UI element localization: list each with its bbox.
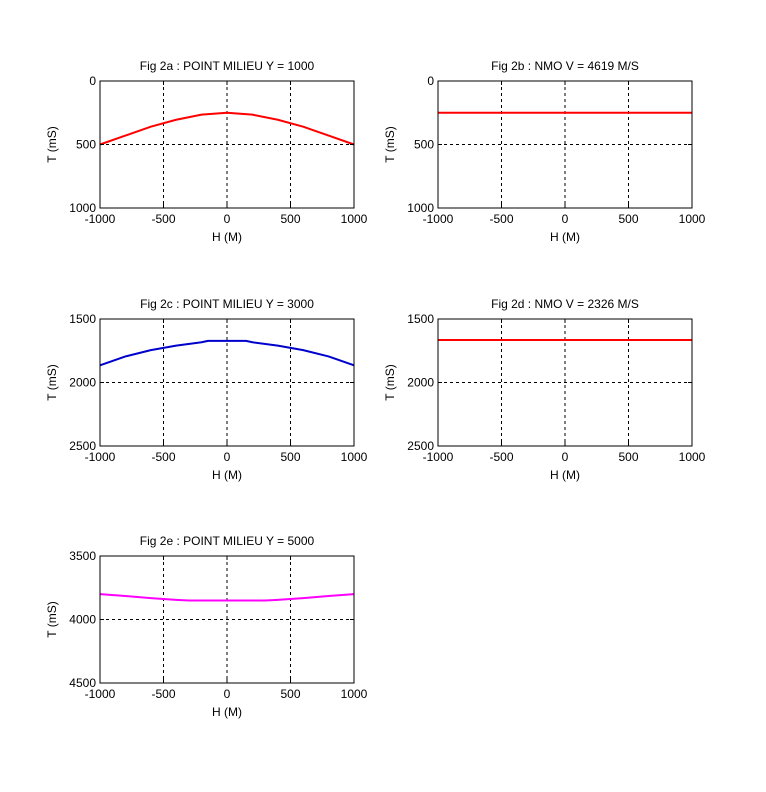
- series-line-0: [99, 111, 355, 146]
- series-line-0: [99, 593, 355, 602]
- chart-panel-1: -1000 -500 0 500 1000 0 500 1000 Fig 2b : NMO V …: [383, 59, 706, 244]
- chart-title: Fig 2b : NMO V = 4619 M/S: [491, 59, 639, 73]
- x-tick-label: -500: [489, 450, 513, 464]
- y-tick-label: 1500: [407, 312, 434, 326]
- x-tick-label: 1000: [341, 450, 368, 464]
- x-tick-label: 0: [562, 450, 569, 464]
- chart-title: Fig 2a : POINT MILIEU Y = 1000: [140, 59, 315, 73]
- y-axis-label: T (mS): [45, 364, 59, 400]
- x-tick-label: -1000: [423, 212, 454, 226]
- x-tick-label: -500: [151, 212, 175, 226]
- y-tick-label: 2000: [69, 376, 96, 390]
- y-tick-label: 0: [89, 74, 96, 88]
- y-tick-label: 2000: [407, 376, 434, 390]
- y-tick-label: 4000: [69, 613, 96, 627]
- x-tick-label: 0: [224, 687, 231, 701]
- x-tick-label: 0: [562, 212, 569, 226]
- y-axis-label: T (mS): [383, 126, 397, 162]
- y-axis-label: T (mS): [383, 364, 397, 400]
- chart-panel-4: -1000 -500 0 500 1000 3500 4000 4500 Fig 2e : PO…: [45, 534, 368, 719]
- y-tick-label: 2500: [69, 439, 96, 453]
- x-tick-label: 500: [280, 687, 300, 701]
- x-tick-label: -1000: [85, 212, 116, 226]
- x-tick-label: 500: [280, 450, 300, 464]
- y-tick-label: 500: [414, 138, 434, 152]
- x-axis-label: H (M): [550, 230, 580, 244]
- x-tick-label: -500: [489, 212, 513, 226]
- y-tick-label: 4500: [69, 676, 96, 690]
- chart-panel-2: -1000 -500 0 500 1000 1500 2000 2500 Fig 2c : PO…: [45, 297, 368, 482]
- x-tick-label: -500: [151, 687, 175, 701]
- y-tick-label: 500: [76, 138, 96, 152]
- chart-panel-3: -1000 -500 0 500 1000 1500 2000 2500 Fig 2d : NM…: [383, 297, 706, 482]
- y-axis-label: T (mS): [45, 126, 59, 162]
- x-tick-label: 1000: [341, 687, 368, 701]
- x-tick-label: 1000: [341, 212, 368, 226]
- x-tick-label: -1000: [423, 450, 454, 464]
- chart-title: Fig 2c : POINT MILIEU Y = 3000: [140, 297, 314, 311]
- x-tick-label: 500: [280, 212, 300, 226]
- x-tick-label: 0: [224, 450, 231, 464]
- chart-panel-0: -1000 -500 0 500 1000 0 500 1000 Fig 2a : POINT …: [45, 59, 368, 244]
- x-axis-label: H (M): [550, 468, 580, 482]
- x-axis-label: H (M): [212, 230, 242, 244]
- x-tick-label: 500: [618, 450, 638, 464]
- x-tick-label: -1000: [85, 450, 116, 464]
- x-tick-label: 0: [224, 212, 231, 226]
- x-tick-label: 1000: [679, 212, 706, 226]
- chart-title: Fig 2d : NMO V = 2326 M/S: [491, 297, 639, 311]
- x-tick-label: -500: [151, 450, 175, 464]
- x-axis-label: H (M): [212, 705, 242, 719]
- y-axis-label: T (mS): [45, 601, 59, 637]
- y-tick-label: 2500: [407, 439, 434, 453]
- series-line-0: [99, 339, 355, 367]
- x-tick-label: 1000: [679, 450, 706, 464]
- x-tick-label: 500: [618, 212, 638, 226]
- x-tick-label: -1000: [85, 687, 116, 701]
- y-tick-label: 3500: [69, 549, 96, 563]
- y-tick-label: 1500: [69, 312, 96, 326]
- y-tick-label: 1000: [69, 201, 96, 215]
- chart-title: Fig 2e : POINT MILIEU Y = 5000: [140, 534, 315, 548]
- x-axis-label: H (M): [212, 468, 242, 482]
- y-tick-label: 1000: [407, 201, 434, 215]
- y-tick-label: 0: [427, 74, 434, 88]
